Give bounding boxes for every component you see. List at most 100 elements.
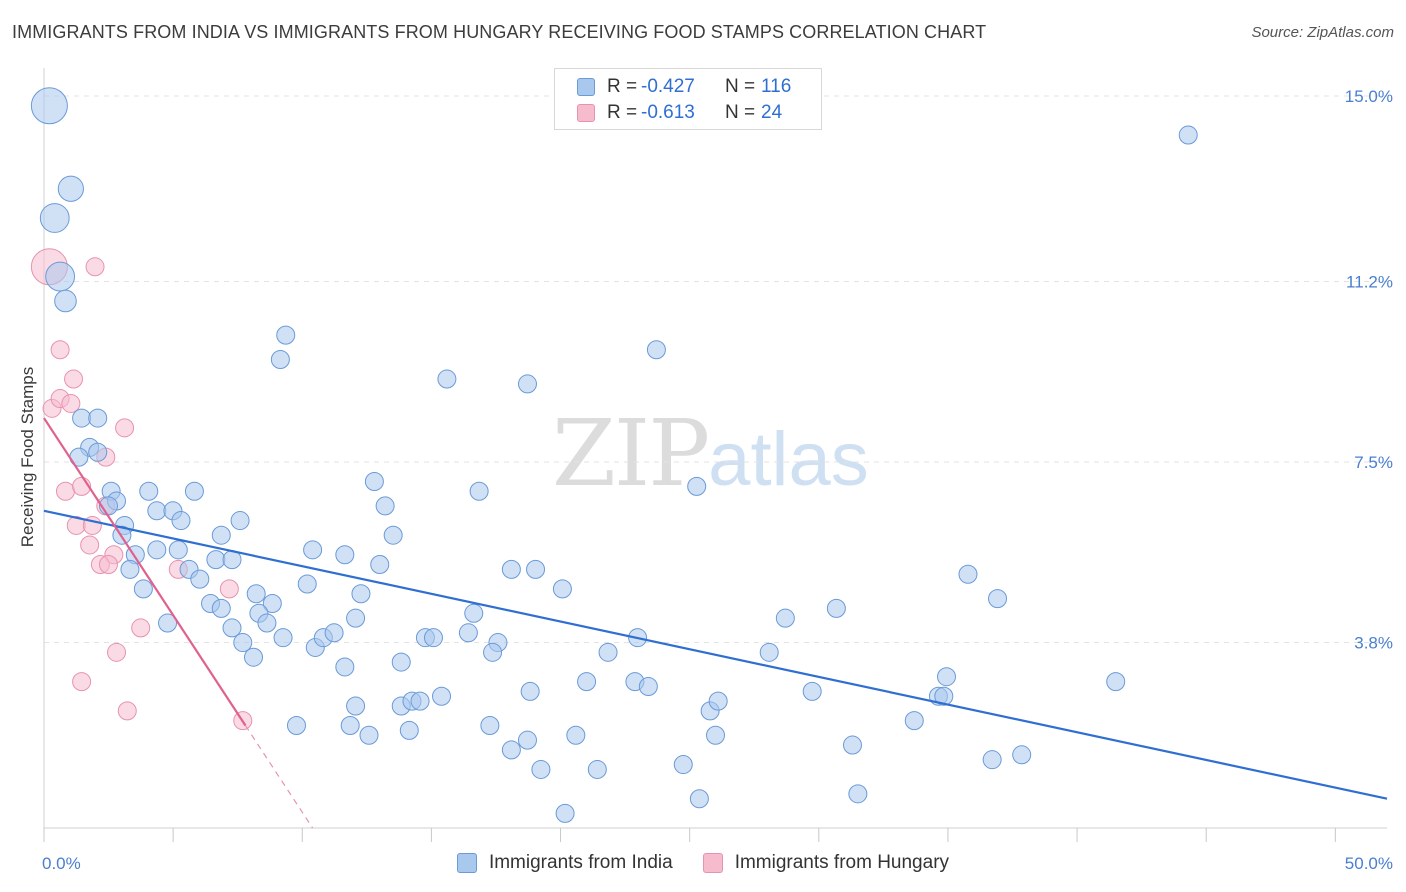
india-point-59 [375, 496, 395, 516]
india-point-28 [147, 540, 167, 560]
hungary-point-22 [72, 672, 92, 692]
legend-swatch-india [577, 78, 595, 96]
india-point-87 [566, 725, 586, 745]
trend-lines [43, 417, 1388, 829]
india-point-6 [270, 350, 290, 370]
india-point-83 [517, 730, 537, 750]
india-point-35 [190, 569, 210, 589]
trend-line-hungary-extension [244, 725, 314, 829]
india-point-105 [904, 711, 924, 731]
india-point-32 [206, 550, 226, 570]
india-point-14 [88, 442, 108, 462]
india-point-102 [826, 598, 846, 618]
india-point-114 [1178, 125, 1198, 145]
india-point-39 [262, 594, 282, 614]
india-point-30 [120, 559, 140, 579]
india-point-107 [936, 667, 956, 687]
india-point-5 [276, 325, 296, 345]
legend-label-india: Immigrants from India [488, 852, 673, 873]
legend-swatch-hungary [577, 104, 595, 122]
india-point-7 [437, 369, 457, 389]
india-point-68 [501, 559, 521, 579]
india-point-96 [706, 725, 725, 745]
india-point-29 [168, 540, 188, 560]
india-point-69 [526, 559, 546, 579]
legend-swatch-hungary [702, 853, 723, 873]
india-point-34 [133, 579, 153, 599]
india-point-8 [517, 374, 537, 394]
legend-item-hungary[interactable]: Immigrants from Hungary [702, 852, 950, 874]
india-point-38 [211, 598, 231, 618]
india-point-100 [775, 608, 795, 628]
india-point-36 [246, 584, 266, 604]
india-point-99 [759, 642, 779, 662]
india-point-25 [230, 511, 250, 531]
india-point-113 [1106, 672, 1126, 692]
hungary-point-5 [50, 340, 70, 360]
india-point-72 [346, 696, 366, 716]
india-point-24 [171, 511, 191, 531]
india-point-54 [346, 608, 366, 628]
watermark-atlas: atlas [708, 417, 869, 502]
india-point-70 [552, 579, 572, 599]
india-point-3 [45, 261, 76, 292]
legend-item-india[interactable]: Immigrants from India [456, 852, 673, 874]
india-point-112 [1012, 745, 1032, 765]
legend-n-label: N = [725, 76, 756, 97]
india-point-103 [842, 735, 862, 755]
india-point-64 [464, 603, 484, 623]
india-point-42 [297, 574, 317, 594]
series-hungary-points [30, 248, 253, 731]
india-point-58 [383, 525, 403, 545]
hungary-point-4 [61, 393, 81, 413]
y-axis-label: Receiving Food Stamps [18, 367, 37, 547]
india-point-97 [708, 691, 728, 711]
india-point-77 [410, 691, 430, 711]
series-legend: Immigrants from India Immigrants from Hu… [0, 852, 1406, 874]
legend-swatch-india [456, 853, 477, 873]
india-point-49 [273, 628, 293, 648]
legend-label-hungary: Immigrants from Hungary [734, 852, 950, 873]
india-point-40 [303, 540, 323, 560]
tick-labels: 3.8% 7.5% 11.2% 15.0% 0.0% 50.0% [42, 87, 1393, 873]
india-point-62 [423, 628, 443, 648]
india-point-22 [147, 501, 167, 521]
india-point-11 [88, 408, 108, 428]
india-point-78 [432, 686, 452, 706]
india-point-82 [501, 740, 521, 760]
india-point-84 [531, 759, 551, 779]
india-point-1 [57, 175, 84, 202]
india-point-53 [324, 623, 344, 643]
hungary-point-1 [85, 257, 105, 277]
watermark-zip: ZIP [552, 400, 710, 507]
india-point-4 [54, 289, 77, 313]
chart-title: IMMIGRANTS FROM INDIA VS IMMIGRANTS FROM… [12, 22, 987, 42]
india-point-2 [39, 203, 70, 233]
gridlines [44, 95, 1387, 644]
india-point-41 [335, 545, 355, 565]
hungary-point-23 [117, 701, 137, 721]
y-tick-label-2: 11.2% [1346, 272, 1393, 291]
india-point-109 [958, 564, 978, 584]
legend-n-label: N = [725, 102, 756, 123]
y-tick-label-3: 15.0% [1345, 87, 1393, 106]
india-point-9 [646, 340, 666, 360]
india-point-89 [598, 642, 618, 662]
watermark: ZIPatlas [552, 400, 869, 507]
india-point-101 [802, 681, 822, 701]
india-point-85 [555, 803, 575, 823]
y-tick-label-0: 3.8% [1354, 634, 1393, 653]
india-point-74 [359, 725, 379, 745]
india-point-48 [222, 618, 242, 638]
legend-row-hungary: R = -0.613 N = 24 [577, 101, 782, 125]
x-tick-label-0: 0.0% [42, 854, 81, 873]
hungary-point-17 [98, 554, 118, 574]
hungary-point-21 [107, 642, 127, 662]
chart-source: Source: ZipAtlas.com [1251, 24, 1394, 41]
india-point-55 [335, 657, 355, 677]
india-point-57 [364, 472, 384, 492]
india-point-67 [391, 652, 411, 672]
india-point-26 [211, 525, 231, 545]
y-tick-label-1: 7.5% [1354, 453, 1393, 472]
